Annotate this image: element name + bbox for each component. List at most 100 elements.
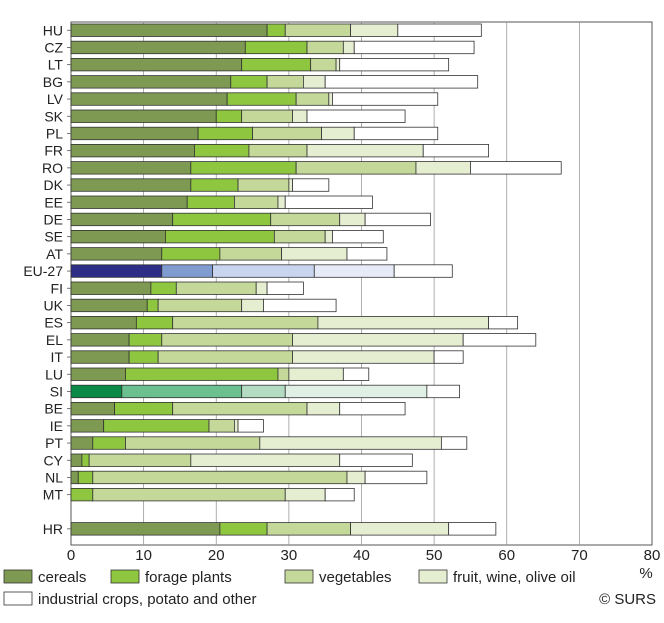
category-label: FI xyxy=(51,280,63,296)
bar-segment-cy-3 xyxy=(88,453,192,467)
x-tick-label: 70 xyxy=(571,547,588,564)
bar-segment-si-4 xyxy=(284,384,428,399)
bar-segment-si-2 xyxy=(121,384,243,399)
bar-segment-fr-2 xyxy=(194,143,250,158)
bar-segment-ie-2 xyxy=(103,419,210,433)
x-tick-label: 0 xyxy=(67,547,75,564)
legend-label: forage plants xyxy=(145,569,232,586)
bar-segment-ro-5 xyxy=(470,161,562,175)
category-label: DK xyxy=(44,177,64,193)
bar-segment-se-3 xyxy=(273,229,326,244)
category-label: CY xyxy=(44,452,64,468)
bar-segment-cy-2 xyxy=(81,453,90,467)
legend-label: cereals xyxy=(38,569,86,586)
bar-segment-lu-4 xyxy=(288,367,344,381)
bar-segment-bg-5 xyxy=(324,75,479,89)
category-label: CZ xyxy=(44,39,63,55)
bar-segment-lt-1 xyxy=(70,58,243,72)
bar-segment-at-5 xyxy=(346,247,388,261)
bar-segment-eu-27-4 xyxy=(313,264,395,278)
category-label: IT xyxy=(51,349,64,365)
bars xyxy=(70,23,562,536)
bar-segment-be-5 xyxy=(339,401,406,416)
bar-segment-it-5 xyxy=(433,350,464,364)
bar-segment-de-3 xyxy=(270,212,341,227)
bar-segment-cy-5 xyxy=(339,453,413,467)
bar-segment-de-2 xyxy=(172,212,272,227)
bar-segment-hu-1 xyxy=(70,23,268,37)
x-tick-label: 10 xyxy=(135,547,152,564)
bar-segment-dk-4 xyxy=(288,178,293,192)
bar-segment-ie-3 xyxy=(208,419,235,433)
bar-segment-eu-27-2 xyxy=(161,264,214,278)
bar-segment-lt-5 xyxy=(339,58,450,72)
bar-segment-nl-1 xyxy=(70,470,79,485)
category-label: SE xyxy=(44,229,63,245)
bar-segment-cz-1 xyxy=(70,40,246,55)
bar-segment-it-1 xyxy=(70,350,130,364)
bar-segment-es-4 xyxy=(317,315,489,330)
bar-segment-sk-1 xyxy=(70,109,217,123)
bar-segment-de-4 xyxy=(339,212,366,227)
bar-segment-se-5 xyxy=(332,229,384,244)
bar-segment-uk-4 xyxy=(241,298,264,313)
bar-segment-hr-2 xyxy=(219,522,268,536)
bar-segment-es-5 xyxy=(488,315,519,330)
bar-segment-pl-2 xyxy=(197,126,253,141)
category-label: MT xyxy=(43,487,64,503)
bar-segment-hu-5 xyxy=(397,23,482,37)
bar-segment-be-1 xyxy=(70,401,115,416)
bar-segment-pl-4 xyxy=(321,126,355,141)
bar-segment-dk-5 xyxy=(292,178,330,192)
category-label: LV xyxy=(47,91,64,107)
bar-segment-bg-3 xyxy=(266,75,304,89)
category-label: BE xyxy=(44,401,63,417)
bar-segment-pl-5 xyxy=(353,126,439,141)
bar-segment-sk-5 xyxy=(306,109,406,123)
bar-segment-uk-3 xyxy=(157,298,243,313)
bar-segment-lv-4 xyxy=(328,92,333,106)
x-tick-label: 20 xyxy=(208,547,225,564)
x-axis-unit: % xyxy=(639,565,652,582)
category-label: HR xyxy=(43,521,63,537)
bar-segment-ie-4 xyxy=(234,419,239,433)
bar-segment-fr-4 xyxy=(306,143,424,158)
legend-swatch xyxy=(3,591,33,606)
bar-segment-ro-2 xyxy=(190,161,297,175)
bar-segment-lu-3 xyxy=(277,367,290,381)
bar-segment-hu-2 xyxy=(266,23,286,37)
bar-segment-mt-2 xyxy=(70,487,94,502)
legend-label: vegetables xyxy=(319,569,392,586)
category-label: LT xyxy=(48,57,64,73)
bar-segment-se-1 xyxy=(70,229,166,244)
bar-segment-pt-3 xyxy=(125,436,261,450)
bar-segment-ee-2 xyxy=(186,195,235,209)
bar-segment-el-2 xyxy=(128,333,163,347)
category-label: PL xyxy=(46,125,63,141)
bar-segment-lv-1 xyxy=(70,92,228,106)
bar-segment-at-2 xyxy=(161,247,221,261)
bar-segment-sk-4 xyxy=(292,109,308,123)
bar-segment-el-5 xyxy=(462,333,537,347)
bar-segment-ee-3 xyxy=(234,195,279,209)
bar-segment-hu-4 xyxy=(350,23,399,37)
bar-segment-ie-1 xyxy=(70,419,105,433)
source-credit: © SURS xyxy=(599,591,656,608)
bar-segment-be-3 xyxy=(172,401,308,416)
bar-segment-cz-4 xyxy=(342,40,355,55)
bar-segment-hr-3 xyxy=(266,522,352,536)
bar-segment-ro-4 xyxy=(415,161,471,175)
category-label: AT xyxy=(46,246,63,262)
legend: cereals forage plants vegetables fruit, win… xyxy=(3,569,576,608)
bar-segment-nl-2 xyxy=(77,470,94,485)
bar-segment-fi-1 xyxy=(70,281,152,295)
category-label: PT xyxy=(45,435,63,451)
bar-segment-lu-2 xyxy=(125,367,279,381)
bar-segment-dk-2 xyxy=(190,178,239,192)
bar-segment-at-1 xyxy=(70,247,163,261)
bar-segment-ee-1 xyxy=(70,195,188,209)
x-axis: 0 10 20 30 40 50 60 70 80 xyxy=(67,547,661,564)
bar-segment-fi-3 xyxy=(175,281,257,295)
bar-segment-el-3 xyxy=(161,333,293,347)
